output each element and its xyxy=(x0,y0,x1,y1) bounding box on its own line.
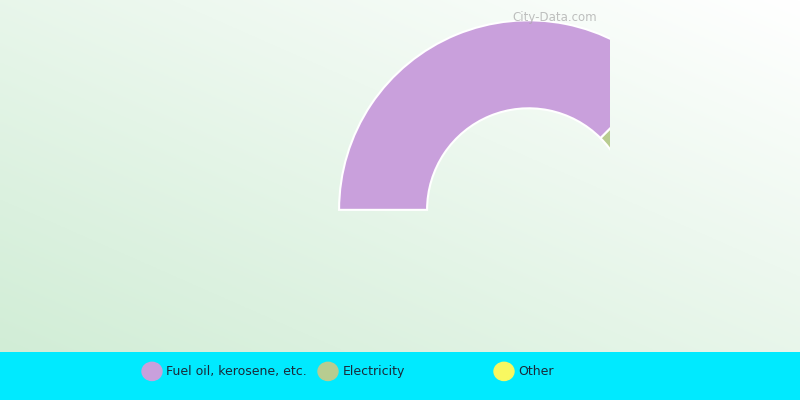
Ellipse shape xyxy=(318,362,338,380)
Wedge shape xyxy=(626,157,718,210)
Text: Other: Other xyxy=(518,365,554,378)
Ellipse shape xyxy=(142,362,162,380)
Text: Electricity: Electricity xyxy=(342,365,405,378)
Text: Fuel oil, kerosene, etc.: Fuel oil, kerosene, etc. xyxy=(166,365,307,378)
Text: City-Data.com: City-Data.com xyxy=(513,10,598,24)
Wedge shape xyxy=(601,76,710,182)
Ellipse shape xyxy=(494,362,514,380)
Wedge shape xyxy=(339,20,662,210)
